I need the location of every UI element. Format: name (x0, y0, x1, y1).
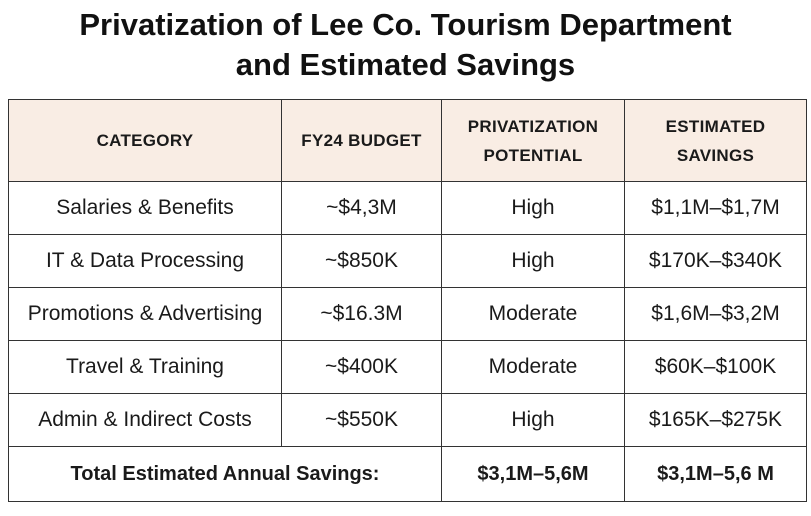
table-row: Salaries & Benefits ~$4,3M High $1,1M–$1… (8, 181, 807, 235)
header-privatization-potential-line-2: POTENTIAL (483, 145, 583, 165)
cell-category: Promotions & Advertising (8, 287, 282, 341)
cell-budget: ~$400K (281, 340, 442, 394)
page-title: Privatization of Lee Co. Tourism Departm… (0, 0, 811, 90)
header-category: CATEGORY (8, 99, 282, 182)
page-title-line-1: Privatization of Lee Co. Tourism Departm… (79, 7, 732, 42)
cell-budget: ~$4,3M (281, 181, 442, 235)
table-row: Travel & Training ~$400K Moderate $60K–$… (8, 340, 807, 394)
cell-savings: $170K–$340K (624, 234, 807, 288)
cell-budget: ~$850K (281, 234, 442, 288)
cell-category: Admin & Indirect Costs (8, 393, 282, 447)
cell-category: IT & Data Processing (8, 234, 282, 288)
table-row: Admin & Indirect Costs ~$550K High $165K… (8, 393, 807, 447)
table-row: Promotions & Advertising ~$16.3M Moderat… (8, 287, 807, 341)
cell-potential: High (441, 234, 625, 288)
total-label: Total Estimated Annual Savings: (8, 446, 442, 502)
cell-budget: ~$16.3M (281, 287, 442, 341)
cell-savings: $1,1M–$1,7M (624, 181, 807, 235)
header-estimated-savings-line-2: SAVINGS (676, 145, 755, 165)
page-title-line-2: and Estimated Savings (235, 47, 576, 82)
header-fy24-budget: FY24 BUDGET (281, 99, 442, 182)
header-privatization-potential-line-1: PRIVATIZATION (467, 116, 599, 136)
cell-savings: $1,6M–$3,2M (624, 287, 807, 341)
total-value-potential-column: $3,1M–5,6M (441, 446, 625, 502)
cell-potential: High (441, 181, 625, 235)
total-value-savings-column: $3,1M–5,6 M (624, 446, 807, 502)
table-header-row: CATEGORY FY24 BUDGET PRIVATIZATION POTEN… (8, 99, 807, 182)
header-fy24-budget-label: FY24 BUDGET (301, 131, 422, 150)
header-category-label: CATEGORY (96, 131, 194, 150)
header-privatization-potential: PRIVATIZATION POTENTIAL (441, 99, 625, 182)
cell-savings: $60K–$100K (624, 340, 807, 394)
cell-category: Salaries & Benefits (8, 181, 282, 235)
savings-table: CATEGORY FY24 BUDGET PRIVATIZATION POTEN… (8, 99, 807, 502)
cell-category: Travel & Training (8, 340, 282, 394)
header-estimated-savings: ESTIMATED SAVINGS (624, 99, 807, 182)
cell-budget: ~$550K (281, 393, 442, 447)
cell-savings: $165K–$275K (624, 393, 807, 447)
cell-potential: High (441, 393, 625, 447)
header-estimated-savings-line-1: ESTIMATED (665, 116, 766, 136)
table-row: IT & Data Processing ~$850K High $170K–$… (8, 234, 807, 288)
cell-potential: Moderate (441, 287, 625, 341)
cell-potential: Moderate (441, 340, 625, 394)
total-row: Total Estimated Annual Savings: $3,1M–5,… (8, 446, 807, 502)
